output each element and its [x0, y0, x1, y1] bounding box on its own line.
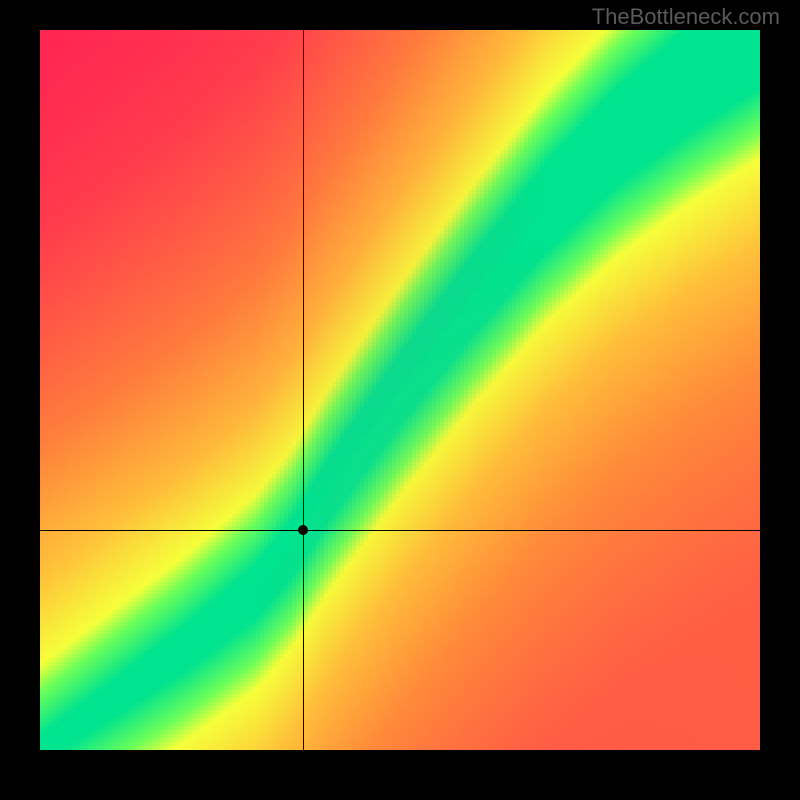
heatmap-canvas — [40, 30, 760, 750]
crosshair-marker — [298, 525, 308, 535]
crosshair-vertical — [303, 30, 304, 750]
crosshair-horizontal — [40, 530, 760, 531]
heatmap-plot — [40, 30, 760, 750]
watermark-text: TheBottleneck.com — [592, 4, 780, 30]
outer-frame: TheBottleneck.com — [0, 0, 800, 800]
